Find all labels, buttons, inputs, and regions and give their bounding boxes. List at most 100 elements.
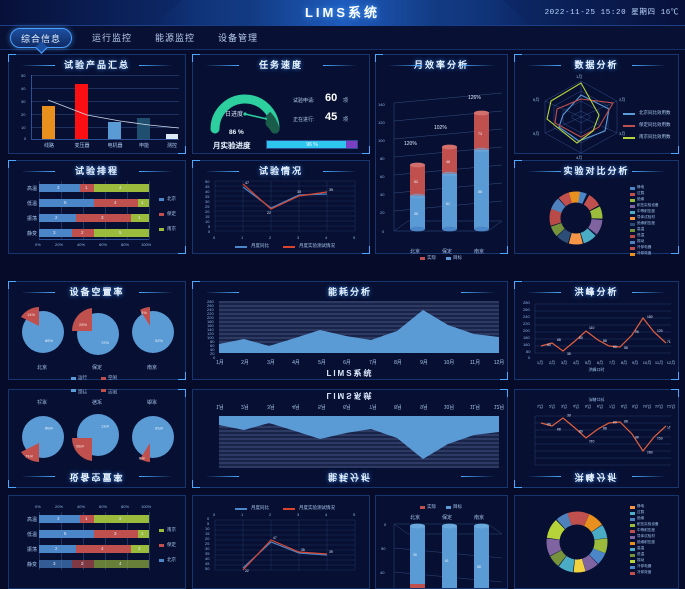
svg-text:39: 39: [329, 550, 333, 554]
pie-beijing: 86% 14%: [21, 307, 64, 353]
stat-unit-0: 项: [343, 98, 349, 104]
legend-label-beijing: 北京: [167, 557, 176, 562]
panel-title-idle-rate-mirror: 设备空置率: [9, 470, 185, 484]
nav-item-energy-monitor[interactable]: 能源监控: [155, 33, 196, 43]
legend-swatch-running: [71, 389, 76, 392]
svg-text:2月: 2月: [619, 97, 625, 102]
svg-text:92%: 92%: [155, 338, 163, 343]
cat-label: 11月: [654, 360, 664, 365]
cat-label: 6月: [343, 403, 351, 409]
legend-label: 耐压实验设备: [637, 522, 659, 526]
svg-text:22: 22: [245, 569, 249, 573]
x-tick: 60%: [99, 242, 108, 247]
svg-text:110: 110: [589, 326, 595, 330]
legend-swatch-idle: [101, 389, 106, 392]
cat-label: 10月: [443, 403, 455, 409]
cat-label: 6月: [596, 360, 604, 365]
panel-product-summary: 试验产品汇总 50 40 30 20 10 0 线路 变压器 电机器 申能 测控: [8, 54, 186, 154]
legend-swatch-idle: [101, 377, 106, 380]
legend-swatch: [630, 205, 635, 208]
legend-label-nanjing: 南京: [167, 226, 176, 231]
radar-grid: 1月 2月 3月 4月 5月 6月: [533, 74, 625, 160]
cat-label: 2月: [241, 403, 249, 409]
svg-text:72%: 72%: [101, 424, 109, 429]
svg-text:28%: 28%: [76, 444, 84, 449]
legend-label: 绝缘耐压度: [637, 221, 655, 225]
legend-label: 绝缘: [637, 516, 645, 520]
cat-label: 3月: [267, 403, 275, 409]
svg-text:28%: 28%: [79, 322, 87, 327]
legend-label: 过载: [637, 510, 645, 514]
svg-text:46: 46: [446, 160, 450, 164]
legend-line-nanjing: [623, 137, 635, 139]
energy-area: [219, 301, 499, 353]
panel-title-month-efficiency: 月效率分析: [376, 58, 507, 72]
cat-label: 北京: [409, 515, 420, 521]
header-banner: [152, 0, 533, 26]
legend-label-baoding: 保定同比效用数: [639, 122, 671, 127]
panel-title-energy-mirror: 能耗分析: [193, 470, 507, 484]
svg-text:0: 0: [382, 229, 385, 234]
legend-label-idle: 空闲: [108, 389, 117, 394]
svg-text:60: 60: [380, 174, 385, 179]
legend-swatch-baoding: [159, 213, 164, 216]
svg-text:100: 100: [378, 138, 385, 143]
cat-label: 8月: [394, 403, 402, 409]
legend-line-0: [235, 508, 247, 510]
stack-seg: [94, 184, 149, 192]
cat-label: 保定: [441, 515, 452, 521]
legend-swatch: [630, 229, 635, 232]
x-tick: 20%: [55, 504, 64, 509]
radar-axis-label: 1月: [576, 74, 582, 79]
annotation-2: 126%: [468, 95, 481, 101]
nav-item-run-monitor[interactable]: 运行监控: [92, 33, 133, 43]
legend-label: 耐压实验设备: [637, 203, 659, 207]
svg-text:96: 96: [635, 330, 639, 334]
legend-swatch-beijing: [159, 559, 164, 562]
x-axis-label-mirror: 洪峰口时: [588, 397, 605, 402]
svg-text:35: 35: [414, 212, 418, 216]
app-header: LIMS系统 2022-11-25 15:20 星期四 16℃: [0, 0, 685, 26]
stack-seg: [94, 530, 138, 538]
x-tick: 40%: [77, 504, 86, 509]
legend-label: 静电: [637, 185, 645, 189]
legend-swatch: [630, 536, 635, 539]
svg-text:68: 68: [557, 338, 561, 342]
x-tick: 20%: [55, 242, 64, 247]
panel-title-data-analysis: 数据分析: [515, 58, 678, 72]
svg-text:110: 110: [589, 439, 595, 443]
svg-text:120: 120: [378, 120, 385, 125]
legend-swatch: [630, 548, 635, 551]
stack-seg: [94, 560, 149, 568]
x-tick: 40%: [77, 242, 86, 247]
x-tick: 80%: [121, 504, 130, 509]
stat-value-0: 60: [325, 92, 338, 104]
panel-title-idle-rate: 设备空置率: [9, 285, 185, 299]
legend-swatch-nanjing: [159, 529, 164, 532]
legend-label: 冷却效度: [637, 251, 652, 255]
cat-label: 12月: [493, 403, 505, 409]
legend-label-beijing: 北京同比效用数: [639, 110, 671, 115]
cat-label: 5月: [318, 403, 326, 409]
legend-swatch-actual: [420, 506, 425, 509]
legend-swatch: [630, 223, 635, 226]
donut-exp-compare: [549, 191, 603, 245]
nav-item-device-manage[interactable]: 设备管理: [218, 33, 259, 43]
stack-seg: [39, 530, 94, 538]
legend-swatch: [630, 199, 635, 202]
legend-swatch: [630, 530, 635, 533]
cat-label: 振荡: [26, 216, 37, 222]
legend-swatch-nanjing: [159, 228, 164, 231]
legend-label: 中等耐压度: [637, 209, 655, 213]
bar-1: [75, 84, 88, 139]
legend-label: 中等耐压度: [637, 528, 655, 532]
legend-label: 导体试验材: [637, 215, 655, 219]
cat-label: 5月: [584, 360, 592, 365]
svg-text:88: 88: [478, 190, 482, 194]
svg-text:58: 58: [624, 346, 628, 350]
svg-text:50: 50: [381, 546, 386, 551]
nav-item-comprehensive[interactable]: 综合信息: [10, 28, 72, 48]
cat-label: 7月: [369, 360, 377, 366]
